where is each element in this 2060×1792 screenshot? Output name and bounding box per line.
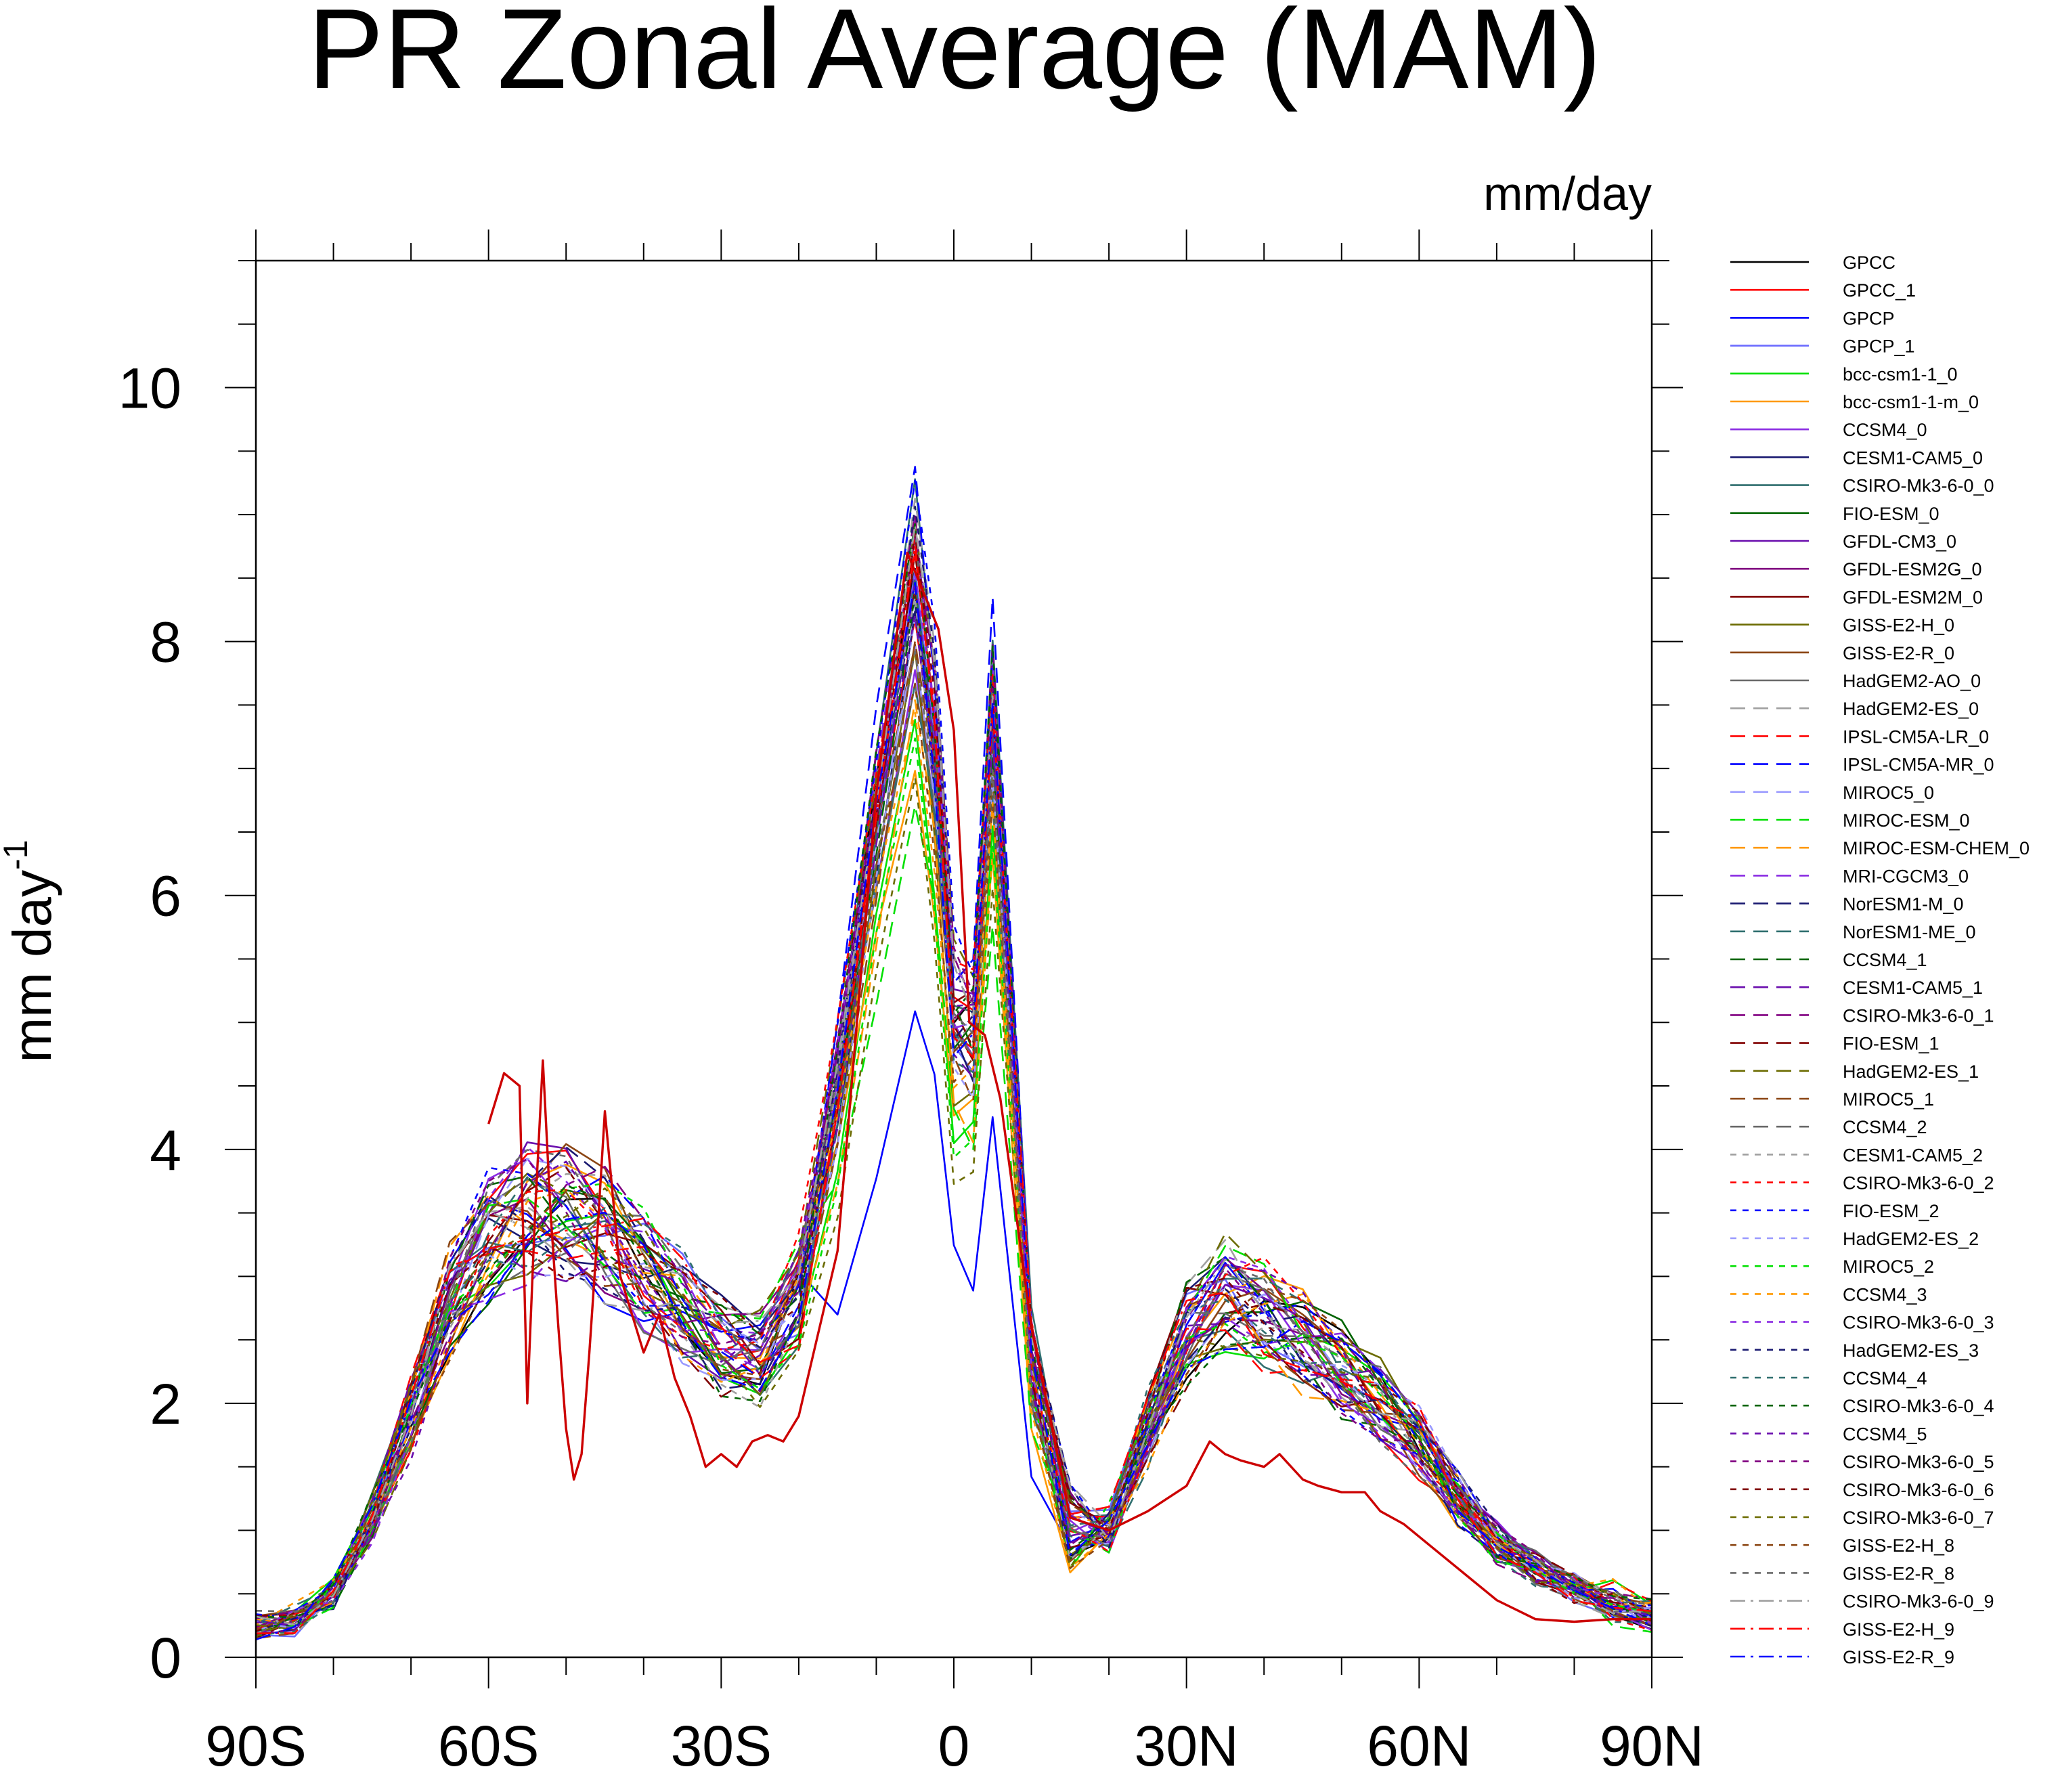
legend-label: bcc-csm1-1_0 [1843, 364, 1958, 385]
legend-label: CSIRO-Mk3-6-0_4 [1843, 1396, 1994, 1416]
legend-label: HadGEM2-ES_1 [1843, 1062, 1979, 1082]
series-line-CSIRO-Mk3-6-0_1 [255, 513, 1652, 1620]
legend-label: MIROC5_1 [1843, 1089, 1934, 1110]
legend-label: CSIRO-Mk3-6-0_7 [1843, 1508, 1994, 1528]
series-line-GISS-E2-H_8 [255, 682, 1652, 1631]
y-tick-label: 0 [150, 1626, 181, 1690]
legend-label: GPCP [1843, 308, 1895, 328]
series-line-gpcc-land-highlight [487, 551, 1652, 1623]
legend-label: MIROC5_0 [1843, 783, 1934, 803]
series-line-CCSM4_5 [255, 614, 1652, 1625]
legend-label: GISS-E2-R_8 [1843, 1563, 1954, 1583]
legend-label: IPSL-CM5A-MR_0 [1843, 755, 1994, 775]
legend-label: GFDL-CM3_0 [1843, 531, 1956, 552]
legend-label: CSIRO-Mk3-6-0_9 [1843, 1592, 1994, 1612]
legend-label: CESM1-CAM5_0 [1843, 447, 1983, 468]
y-tick-label: 10 [118, 357, 181, 420]
legend-label: CCSM4_3 [1843, 1284, 1927, 1305]
legend-label: NorESM1-M_0 [1843, 894, 1964, 915]
legend-label: HadGEM2-ES_3 [1843, 1340, 1979, 1361]
x-tick-label: 60N [1367, 1714, 1471, 1778]
series-line-FIO-ESM_2 [255, 479, 1652, 1620]
x-tick-label: 60S [438, 1714, 539, 1778]
svg-text:mm day-1: mm day-1 [0, 840, 62, 1063]
legend-label: CCSM4_1 [1843, 950, 1927, 970]
legend-label: GISS-E2-R_9 [1843, 1647, 1954, 1667]
x-tick-label: 90N [1600, 1714, 1704, 1778]
legend-label: GISS-E2-H_9 [1843, 1619, 1954, 1640]
legend-label: CSIRO-Mk3-6-0_2 [1843, 1173, 1994, 1194]
x-tick-label: 30S [671, 1714, 772, 1778]
legend-label: HadGEM2-ES_0 [1843, 699, 1979, 719]
axes: 90S 60S 30S 0 30N 60N 90N 0 2 4 6 8 10 [118, 230, 1704, 1778]
series-line-GISS-E2-H_9 [255, 545, 1652, 1634]
legend-label: GISS-E2-R_0 [1843, 643, 1954, 663]
legend-label: GISS-E2-H_8 [1843, 1535, 1954, 1556]
legend-label: FIO-ESM_1 [1843, 1034, 1940, 1054]
legend-label: FIO-ESM_2 [1843, 1201, 1940, 1221]
series-line-CSIRO-Mk3-6-0_7 [255, 777, 1652, 1638]
legend-label: GPCP_1 [1843, 336, 1915, 357]
legend-label: GFDL-ESM2G_0 [1843, 559, 1982, 580]
legend-label: CCSM4_5 [1843, 1424, 1927, 1444]
legend-label: MIROC-ESM_0 [1843, 810, 1970, 831]
series-line-MIROC5_2 [255, 737, 1652, 1636]
series-line-GISS-E2-R_8 [255, 651, 1652, 1613]
series-line-CCSM4_4 [255, 576, 1652, 1636]
legend-label: MRI-CGCM3_0 [1843, 866, 1969, 886]
y-tick-label: 8 [150, 611, 181, 674]
legend-label: HadGEM2-ES_2 [1843, 1229, 1979, 1249]
series-line-MIROC5_1 [255, 640, 1652, 1640]
legend-label: GPCC [1843, 253, 1895, 273]
units-label: mm/day [1483, 167, 1652, 220]
legend-label: CCSM4_0 [1843, 420, 1927, 440]
legend: GPCC GPCC_1 GPCP GPCP_1 bcc-csm1-1_0 bcc-csm1… [1730, 253, 2030, 1667]
legend-label: CSIRO-Mk3-6-0_3 [1843, 1313, 1994, 1333]
chart-title: PR Zonal Average (MAM) [308, 0, 1602, 112]
y-tick-label: 6 [150, 865, 181, 928]
legend-label: MIROC-ESM-CHEM_0 [1843, 838, 2030, 858]
series-line-CSIRO-Mk3-6-0_4 [255, 523, 1652, 1618]
legend-label: CESM1-CAM5_2 [1843, 1145, 1983, 1165]
series-line-CSIRO-Mk3-6-0_6 [255, 533, 1652, 1633]
legend-label: bcc-csm1-1-m_0 [1843, 392, 1979, 412]
legend-label: MIROC5_2 [1843, 1256, 1934, 1277]
legend-label: GFDL-ESM2M_0 [1843, 587, 1983, 607]
y-axis-label-superscript: -1 [0, 840, 35, 870]
legend-label: CESM1-CAM5_1 [1843, 978, 1983, 998]
legend-label: CSIRO-Mk3-6-0_6 [1843, 1480, 1994, 1500]
series-line-CSIRO-Mk3-6-0_9 [255, 524, 1652, 1626]
series-line-bcc-csm1-1_0 [255, 718, 1652, 1631]
legend-label: FIO-ESM_0 [1843, 504, 1940, 524]
y-axis-label: mm day-1 [0, 840, 62, 1063]
series-line-CCSM4_3 [255, 712, 1652, 1625]
legend-label: CCSM4_2 [1843, 1117, 1927, 1137]
legend-label: NorESM1-ME_0 [1843, 922, 1976, 942]
x-tick-label: 30N [1135, 1714, 1239, 1778]
x-tick-label: 0 [938, 1714, 970, 1778]
legend-label: HadGEM2-AO_0 [1843, 671, 1981, 691]
y-tick-label: 2 [150, 1372, 181, 1436]
series-line-IPSL-CM5A-MR_0 [255, 466, 1652, 1636]
legend-label: CCSM4_4 [1843, 1368, 1927, 1389]
legend-label: CSIRO-Mk3-6-0_1 [1843, 1005, 1994, 1026]
y-tick-label: 4 [150, 1118, 181, 1182]
legend-label: CSIRO-Mk3-6-0_0 [1843, 476, 1994, 496]
series-layer [255, 466, 1652, 1641]
series-line-CESM1-CAM5_2 [255, 596, 1652, 1636]
legend-label: CSIRO-Mk3-6-0_5 [1843, 1452, 1994, 1472]
legend-label: IPSL-CM5A-LR_0 [1843, 726, 1989, 747]
series-line-bcc-csm1-1-m_0 [255, 770, 1652, 1634]
legend-label: GISS-E2-H_0 [1843, 615, 1954, 636]
y-axis-label-text: mm day [2, 870, 62, 1063]
x-tick-label: 90S [205, 1714, 306, 1778]
legend-label: GPCC_1 [1843, 280, 1916, 301]
